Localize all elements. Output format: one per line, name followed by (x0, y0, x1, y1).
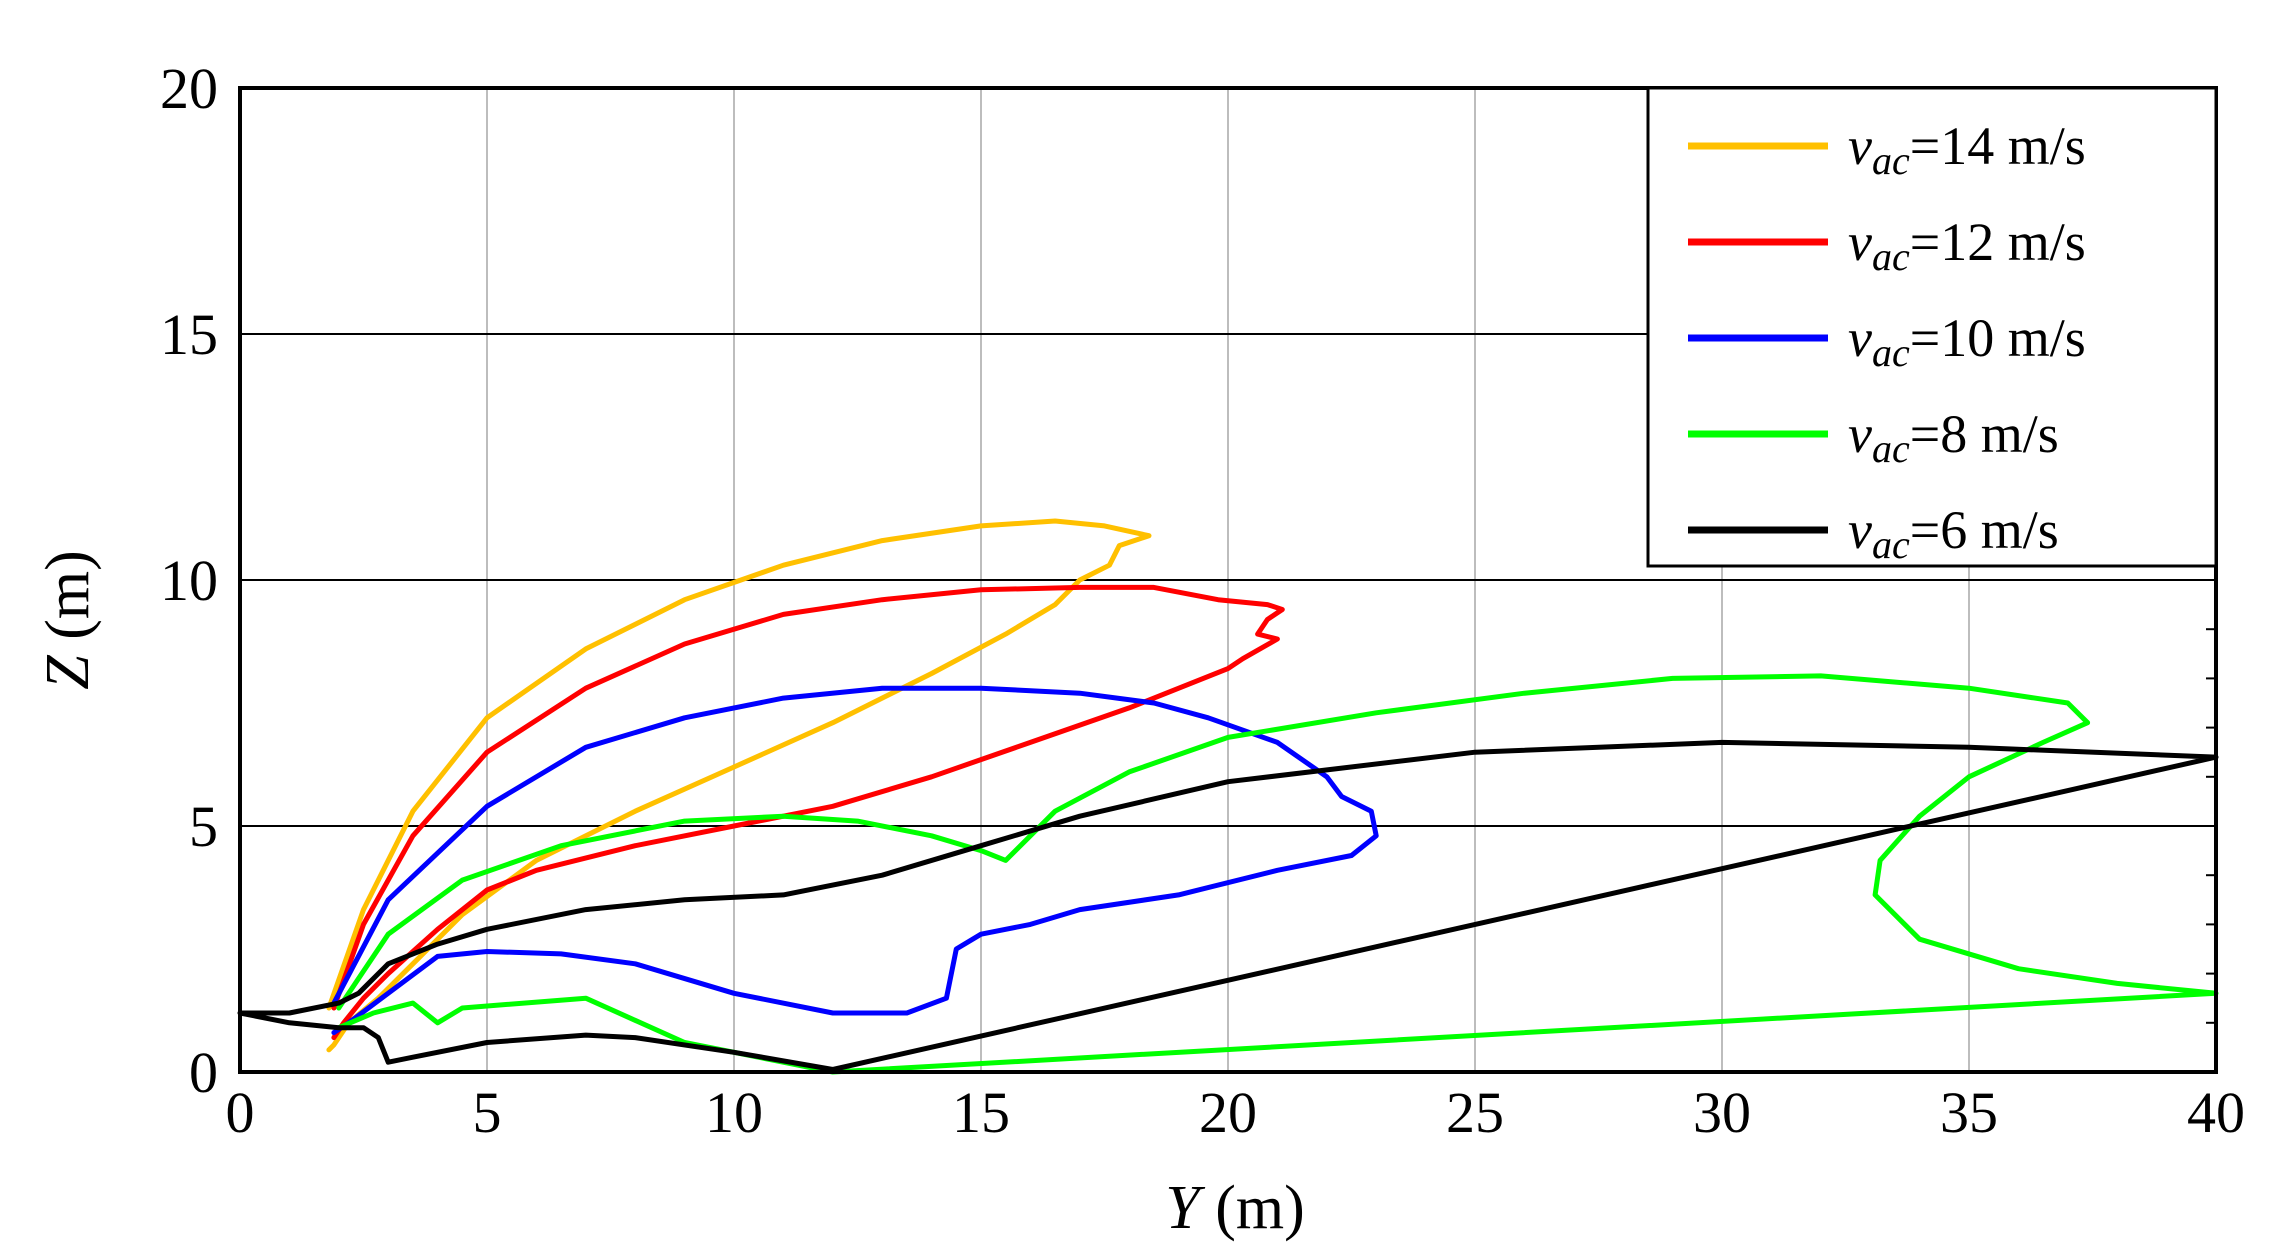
legend-box (1646, 86, 2218, 568)
x-tick-label: 40 (2187, 1080, 2245, 1145)
tick-labels: 0 5 10 15 20 25 30 35 40 0 5 10 15 20 (160, 56, 2245, 1145)
x-tick-label: 35 (1940, 1080, 1998, 1145)
series-lines (237, 518, 2219, 1075)
x-tick-label: 30 (1693, 1080, 1751, 1145)
legend-label: vac=10 m/s (1848, 308, 2086, 375)
legend-label: vac=6 m/s (1848, 500, 2059, 567)
y-tick-label: 15 (160, 302, 218, 367)
x-tick-label: 25 (1446, 1080, 1504, 1145)
y-axis-title: Z (m) (34, 550, 102, 690)
series-line-2 (331, 584, 1285, 1041)
series-line-5 (237, 739, 2219, 1072)
x-tick-label: 15 (952, 1080, 1010, 1145)
x-axis-var: Y (1165, 1174, 1205, 1242)
y-tick-label: 0 (189, 1040, 218, 1105)
y-axis-var: Z (34, 655, 102, 690)
series-line-3 (331, 685, 1379, 1036)
x-axis-title: Y (m) (1165, 1174, 1305, 1242)
x-axis-unit: (m) (1200, 1174, 1305, 1242)
x-tick-label: 20 (1199, 1080, 1257, 1145)
y-tick-label: 5 (189, 794, 218, 859)
legend-label: vac=12 m/s (1848, 212, 2086, 279)
series-line-1 (326, 518, 1152, 1053)
y-tick-label: 20 (160, 56, 218, 121)
x-tick-label: 5 (473, 1080, 502, 1145)
x-tick-label: 0 (226, 1080, 255, 1145)
x-tick-label: 10 (705, 1080, 763, 1145)
y-axis-unit: (m) (34, 550, 102, 655)
legend-label: vac=8 m/s (1848, 404, 2059, 471)
legend-label: vac=14 m/s (1848, 116, 2086, 183)
legend: vac=14 m/s vac=12 m/s vac=10 m/s vac=8 m/s v… (1646, 86, 2218, 568)
y-tick-label: 10 (160, 548, 218, 613)
